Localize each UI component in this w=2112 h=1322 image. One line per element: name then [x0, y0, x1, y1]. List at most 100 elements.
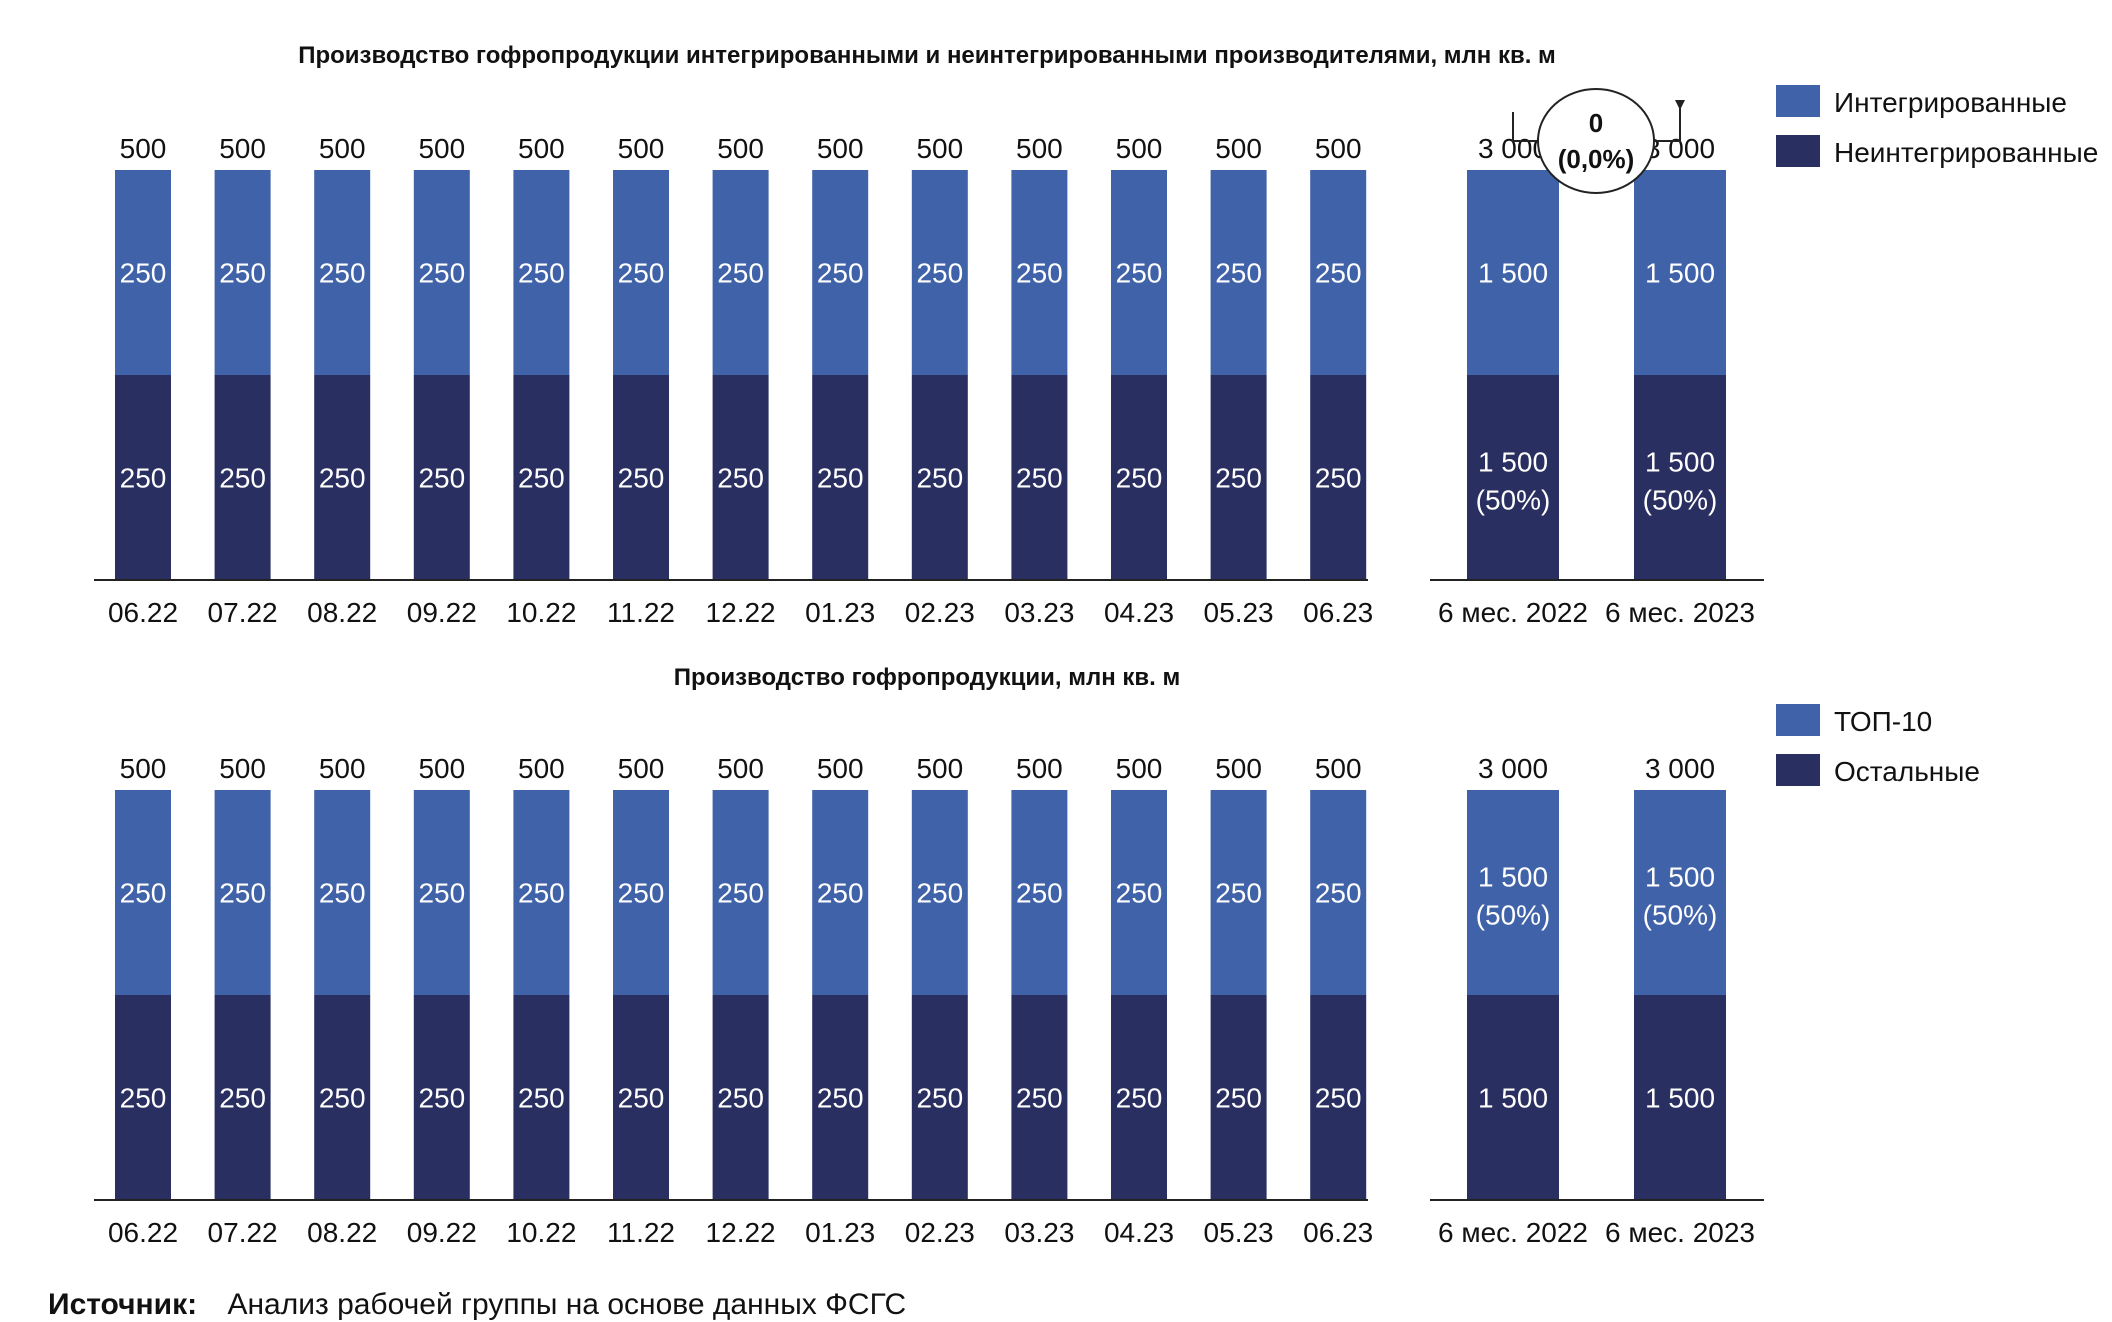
- bar-segment: [1011, 995, 1068, 1200]
- x-tick-label: 11.22: [607, 1217, 675, 1248]
- data-label: 250: [618, 878, 665, 909]
- data-label: 250: [219, 1083, 266, 1114]
- x-tick-label: 02.23: [905, 597, 975, 628]
- bar-segment: [513, 170, 570, 375]
- bar-segment: [413, 375, 470, 580]
- data-label: 250: [916, 878, 963, 909]
- bar-segment: [1111, 375, 1167, 580]
- legend-swatch: [1776, 704, 1820, 736]
- legend-entry: ТОП-10: [1834, 706, 1932, 737]
- data-label: 1 500: [1478, 447, 1548, 478]
- bar-segment: [1310, 375, 1367, 580]
- data-label: 250: [916, 258, 963, 289]
- data-label: 250: [518, 463, 565, 494]
- bar-segment: [1634, 995, 1726, 1200]
- data-label: 250: [319, 878, 366, 909]
- data-label: 250: [219, 463, 266, 494]
- data-label: 1 500: [1645, 1083, 1715, 1114]
- total-label: 500: [219, 133, 266, 164]
- x-tick-label: 03.23: [1004, 597, 1074, 628]
- x-tick-label: 03.23: [1004, 1217, 1074, 1248]
- total-label: 3 000: [1645, 753, 1715, 784]
- data-label: 250: [418, 878, 465, 909]
- data-label: 250: [817, 878, 864, 909]
- data-label: 250: [1016, 463, 1063, 494]
- data-label: 250: [1315, 1083, 1362, 1114]
- bar-segment: [314, 375, 371, 580]
- bar-segment: [911, 995, 968, 1200]
- bar-segment: [115, 995, 171, 1200]
- bar-segment: [1467, 170, 1559, 375]
- data-label: 250: [916, 1083, 963, 1114]
- data-label: 250: [319, 463, 366, 494]
- x-tick-label: 11.22: [607, 597, 675, 628]
- total-label: 500: [1116, 753, 1163, 784]
- data-label: 250: [717, 463, 764, 494]
- x-tick-label: 01.23: [805, 1217, 875, 1248]
- bar-segment: [1210, 790, 1267, 995]
- total-label: 500: [618, 133, 665, 164]
- x-tick-label: 09.22: [407, 597, 477, 628]
- x-tick-label: 6 мес. 2023: [1605, 1217, 1755, 1248]
- bar-segment: [314, 790, 371, 995]
- total-label: 500: [618, 753, 665, 784]
- bar-segment: [1467, 375, 1559, 580]
- bar-segment: [911, 375, 968, 580]
- data-label: 250: [120, 463, 167, 494]
- bar-segment: [413, 790, 470, 995]
- total-label: 500: [916, 133, 963, 164]
- source-note: Источник: Анализ рабочей группы на основ…: [48, 1288, 906, 1322]
- chart-panel-1: 250 250 500 06.22 250 250 500 07.22 250 250 500 08.…: [94, 753, 1373, 1248]
- bar-segment: [712, 170, 769, 375]
- data-label: 250: [518, 1083, 565, 1114]
- bar-segment: [1011, 170, 1068, 375]
- data-label: 250: [817, 463, 864, 494]
- x-tick-label: 6 мес. 2022: [1438, 1217, 1588, 1248]
- bar-segment: [911, 170, 968, 375]
- share-label: (50%): [1476, 485, 1551, 516]
- total-label: 500: [418, 133, 465, 164]
- total-label: 3 000: [1478, 753, 1548, 784]
- data-label: 250: [1315, 258, 1362, 289]
- change-value: 0: [1589, 108, 1603, 138]
- change-percent: (0,0%): [1558, 144, 1635, 174]
- data-label: 250: [1215, 258, 1262, 289]
- legend-entry: Неинтегрированные: [1834, 137, 2098, 168]
- total-label: 500: [319, 133, 366, 164]
- data-label: 1 500: [1645, 862, 1715, 893]
- bar-segment: [1210, 375, 1267, 580]
- data-label: 250: [717, 878, 764, 909]
- chart-panel-1: 250 250 500 06.22 250 250 500 07.22 250 250 500 08.…: [94, 133, 1373, 628]
- chart-title: Производство гофропродукции, млн кв. м: [674, 664, 1180, 691]
- data-label: 250: [1215, 1083, 1262, 1114]
- total-label: 500: [418, 753, 465, 784]
- legend-swatch: [1776, 135, 1820, 167]
- bar-segment: [812, 170, 869, 375]
- data-label: 250: [1016, 878, 1063, 909]
- data-label: 250: [916, 463, 963, 494]
- data-label: 250: [418, 463, 465, 494]
- data-label: 250: [1215, 878, 1262, 909]
- bar-segment: [613, 995, 669, 1200]
- x-tick-label: 04.23: [1104, 1217, 1174, 1248]
- x-tick-label: 05.23: [1204, 597, 1274, 628]
- bar-segment: [1210, 995, 1267, 1200]
- data-label: 250: [618, 258, 665, 289]
- bar-segment: [812, 790, 869, 995]
- x-tick-label: 07.22: [208, 597, 278, 628]
- data-label: 250: [817, 258, 864, 289]
- total-label: 500: [717, 133, 764, 164]
- data-label: 250: [1116, 878, 1163, 909]
- x-tick-label: 09.22: [407, 1217, 477, 1248]
- data-label: 250: [1315, 463, 1362, 494]
- bar-segment: [1011, 375, 1068, 580]
- bar-segment: [115, 790, 171, 995]
- x-tick-label: 12.22: [706, 597, 776, 628]
- total-label: 500: [1016, 753, 1063, 784]
- bar-segment: [314, 995, 371, 1200]
- bar-segment: [413, 170, 470, 375]
- data-label: 1 500: [1645, 447, 1715, 478]
- bar-segment: [812, 995, 869, 1200]
- change-badge: [1537, 88, 1655, 194]
- data-label: 250: [1116, 258, 1163, 289]
